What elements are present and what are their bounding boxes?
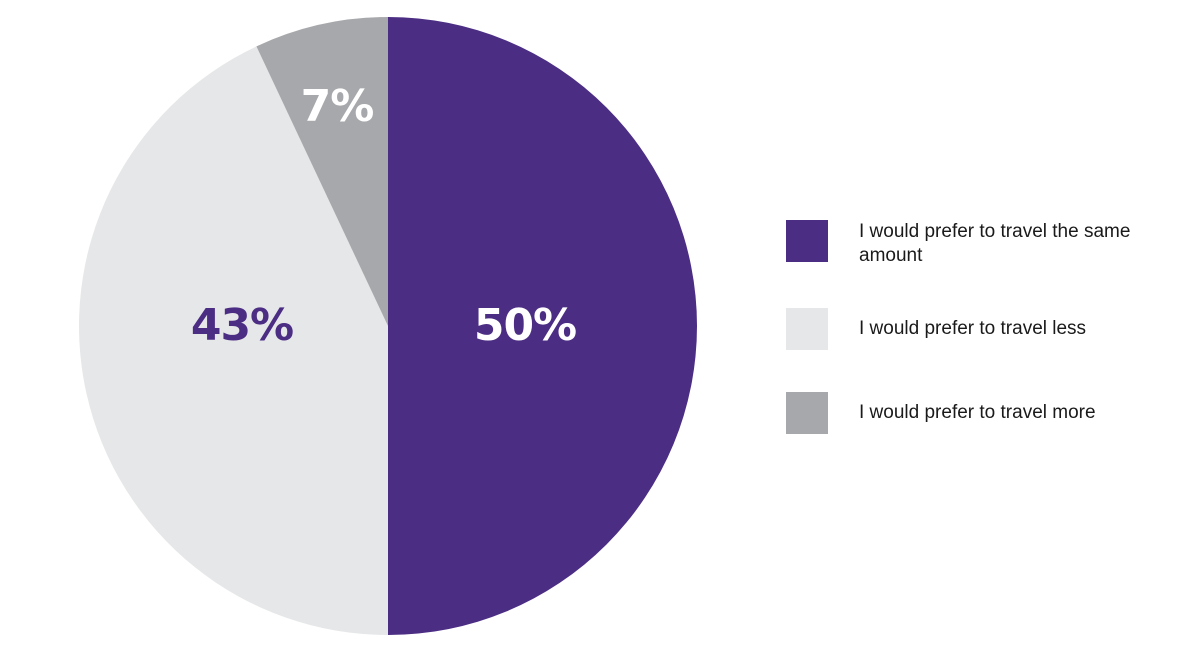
legend-swatch	[786, 392, 828, 434]
legend-item: I would prefer to travel more	[786, 392, 1186, 436]
legend-swatch	[786, 220, 828, 262]
legend-label: I would prefer to travel the same amount	[859, 221, 1131, 266]
pie-slices	[78, 17, 697, 636]
legend-label: I would prefer to travel more	[859, 402, 1096, 423]
legend-item: I would prefer to travel the same amount	[786, 220, 1186, 266]
pie-slice-3	[256, 17, 388, 326]
legend-swatch	[786, 308, 828, 350]
legend-item: I would prefer to travel less	[786, 308, 1186, 352]
pie-slice-1	[388, 17, 697, 635]
pie-slice-2	[78, 46, 388, 636]
pie-slice-label-1: 50%	[474, 300, 576, 351]
legend-label: I would prefer to travel less	[859, 318, 1087, 339]
pie-slice-labels: 50% 43% 7%	[191, 81, 577, 351]
pie-slice-label-3: 7%	[301, 81, 374, 132]
pie-slice-label-2: 43%	[191, 300, 293, 351]
